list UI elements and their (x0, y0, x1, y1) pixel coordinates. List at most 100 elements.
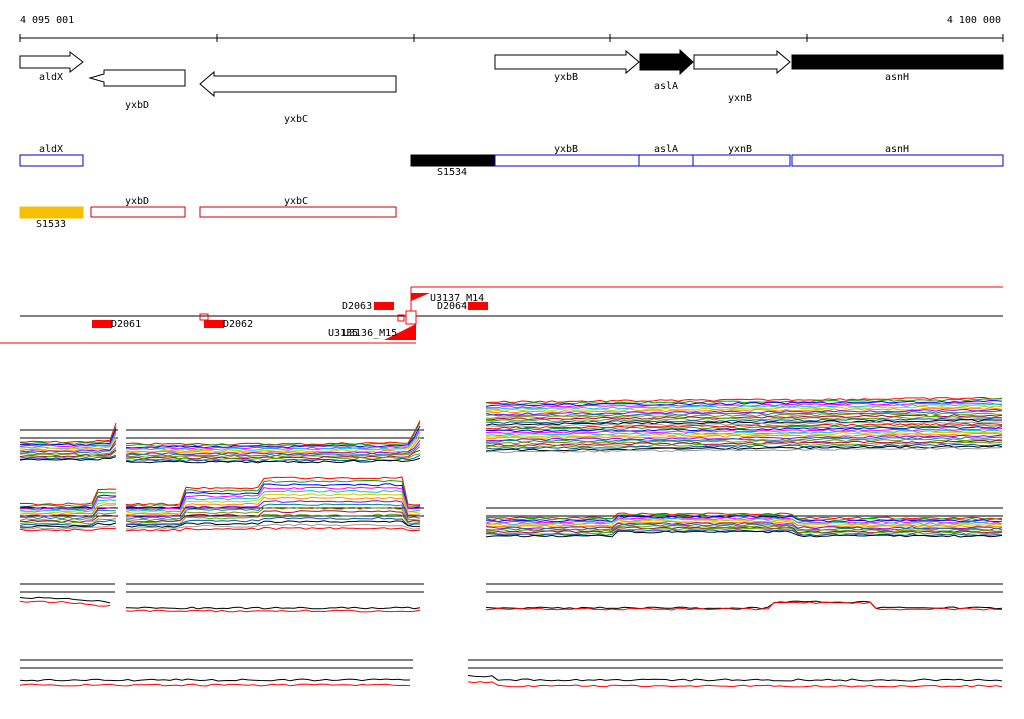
gene-yxnB[interactable] (693, 49, 791, 75)
expression-profile-line (485, 439, 1002, 447)
feature-U3136-box[interactable] (405, 310, 417, 325)
gene-label-asnH: asnH (885, 72, 909, 83)
tu-aslA[interactable] (638, 154, 694, 167)
tu-asnH[interactable] (791, 154, 1004, 167)
feature-label-U3136: U3136_M15 (343, 328, 397, 339)
expression-profile-line (485, 524, 1003, 533)
expression-profile-line (485, 422, 1003, 430)
tu-yxnB[interactable] (692, 154, 791, 167)
expression-profile-line (19, 496, 117, 511)
tu-yxbB[interactable] (494, 154, 640, 167)
expression-profile-line (125, 457, 421, 464)
expression-profile-line (485, 516, 1003, 524)
gene-yxbD[interactable] (88, 69, 186, 87)
gene-yxbC[interactable] (199, 70, 397, 98)
segment-S1533[interactable] (19, 206, 84, 219)
gene-aldX[interactable] (19, 50, 84, 74)
gene-label-yxnB: yxnB (728, 93, 752, 104)
expression-profile-line (485, 410, 1003, 417)
feature-label-D2063: D2063 (342, 301, 372, 312)
segment-S1534[interactable] (410, 154, 496, 167)
gene-yxbB[interactable] (494, 49, 640, 75)
tu-label-asnH: asnH (885, 144, 909, 155)
expression-profile-line (19, 527, 117, 532)
expression-profile-line (485, 526, 1003, 534)
expression-profile-line (485, 417, 1003, 424)
expression-panels (19, 397, 1003, 688)
expression-profile-line (19, 440, 117, 453)
expression-profile-line (125, 516, 420, 526)
segment-label-S1534: S1534 (437, 167, 467, 178)
expression-profile-line (19, 430, 117, 448)
expression-profile-line (486, 414, 1003, 421)
feature-D2063[interactable] (374, 302, 394, 310)
expression-profile-line (19, 488, 117, 506)
expression-profile-line (485, 446, 1003, 454)
feature-label-U3137: U3137_M14 (430, 293, 484, 304)
expression-profile-line (485, 403, 1003, 410)
feature-label-D2062: D2062 (223, 319, 253, 330)
expression-profile-line (125, 436, 421, 454)
feature-label-D2064: D2064 (437, 301, 467, 312)
tu-label-yxbB: yxbB (554, 144, 578, 155)
expression-profile-line (485, 424, 1003, 431)
expression-profile-line (19, 449, 117, 458)
feature-D2064[interactable] (468, 302, 488, 310)
expression-profile-line (485, 527, 1003, 535)
expression-profile-line (19, 426, 117, 445)
expression-profile-line (125, 503, 421, 520)
summary-profile-line (467, 681, 1003, 688)
feature-U3137-flag[interactable] (411, 293, 430, 301)
expression-profile-line (19, 522, 117, 528)
gene-asnH[interactable] (791, 54, 1004, 70)
gene-label-yxbC: yxbC (284, 114, 308, 125)
expression-profile-line (19, 447, 117, 456)
feature-D2061[interactable] (92, 320, 112, 328)
segment-label-S1533: S1533 (36, 219, 66, 230)
tu-label-aldX: aldX (39, 144, 63, 155)
expression-profile-line (485, 436, 1003, 443)
gene-label-aldX: aldX (39, 72, 63, 83)
features-track: D2061 D2062 D2063 D2064 U3137_M14 U3135 … (0, 286, 1003, 344)
tu-label-yxnB: yxnB (728, 144, 752, 155)
expression-profile-line (125, 425, 421, 449)
expression-profile-line (485, 428, 1003, 434)
coordinate-ruler: 4 095 001 4 100 000 (19, 15, 1004, 42)
expression-profile-line (485, 416, 1003, 422)
expression-profile-line (19, 436, 117, 451)
expression-profile-line (485, 426, 1003, 433)
expression-profile-line (485, 518, 1003, 526)
feature-U3135-box[interactable] (397, 314, 405, 322)
ruler-end-label: 4 100 000 (947, 15, 1001, 26)
expression-profile-line (485, 407, 1003, 414)
expression-profile-line (125, 500, 421, 518)
expression-profile-line (485, 397, 1003, 403)
expression-profile-line (19, 509, 117, 520)
expression-profile-line (485, 519, 1003, 527)
gene-aslA[interactable] (639, 48, 694, 76)
summary-profile-line (19, 678, 410, 682)
expression-profile-line (125, 510, 421, 523)
tu-yxbC[interactable] (199, 206, 397, 218)
expression-profile-line (125, 483, 421, 509)
expression-profile-line (19, 507, 117, 518)
expression-profile-line (19, 504, 117, 516)
tu-label-aslA: aslA (654, 144, 678, 155)
expression-profile-line (486, 512, 1003, 520)
expression-profile-line (125, 422, 421, 447)
expression-profile-line (485, 530, 1003, 538)
feature-D2062[interactable] (204, 320, 224, 328)
expression-profile-line (125, 520, 421, 528)
expression-profile-line (126, 486, 421, 511)
expression-profile-line (125, 431, 421, 452)
expression-profile-line (125, 479, 421, 508)
feature-U3136-flag[interactable] (384, 324, 416, 340)
expression-profile-line (485, 438, 1003, 445)
tu-aldX[interactable] (19, 154, 84, 167)
feature-label-U3135: U3135 (328, 328, 358, 339)
expression-profile-line (19, 439, 117, 452)
expression-profile-line (19, 494, 117, 510)
tu-label-yxbD: yxbD (125, 196, 149, 207)
expression-profile-line (19, 525, 117, 530)
tu-yxbD[interactable] (90, 206, 186, 218)
